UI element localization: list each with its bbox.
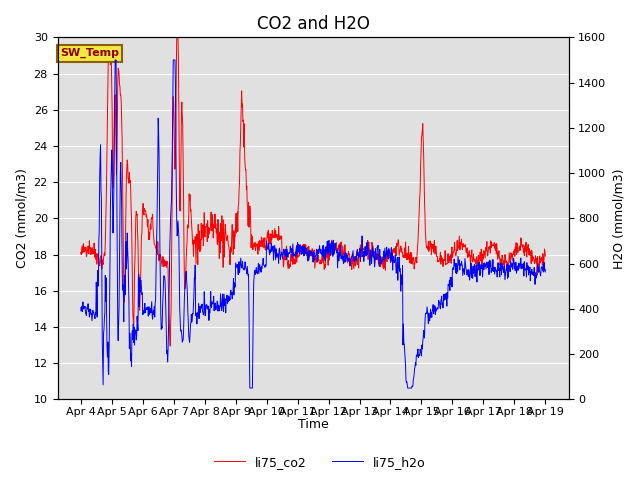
Line: li75_co2: li75_co2: [81, 37, 545, 346]
Legend: li75_co2, li75_h2o: li75_co2, li75_h2o: [209, 451, 431, 474]
Y-axis label: CO2 (mmol/m3): CO2 (mmol/m3): [15, 168, 28, 268]
Y-axis label: H2O (mmol/m3): H2O (mmol/m3): [612, 168, 625, 269]
Title: CO2 and H2O: CO2 and H2O: [257, 15, 369, 33]
Line: li75_h2o: li75_h2o: [81, 60, 545, 388]
Text: SW_Temp: SW_Temp: [60, 48, 119, 59]
X-axis label: Time: Time: [298, 419, 328, 432]
